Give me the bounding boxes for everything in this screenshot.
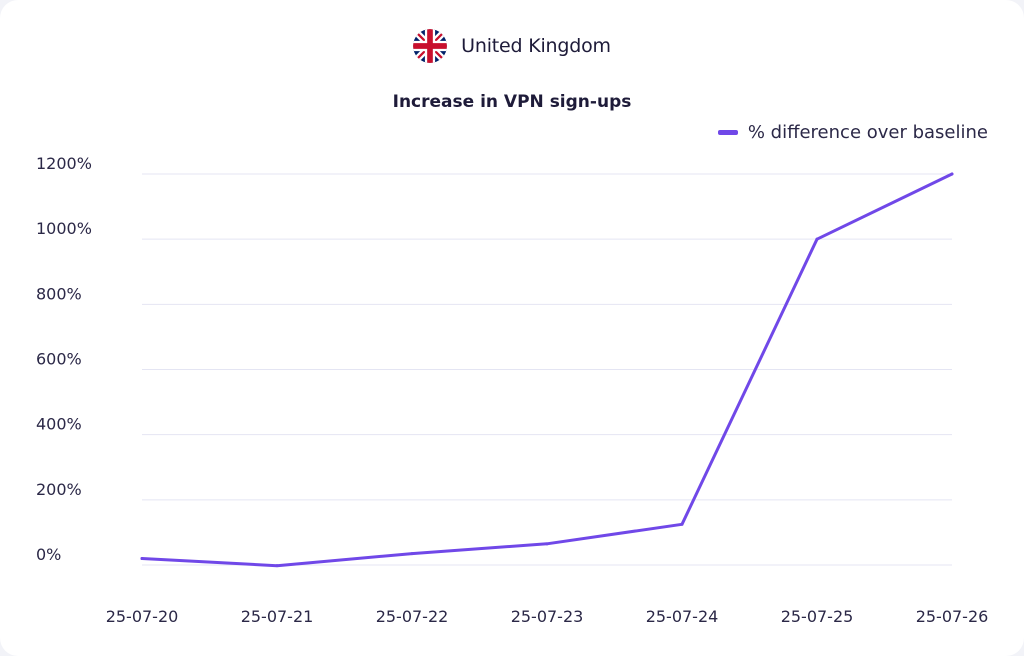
y-tick-label: 800% xyxy=(36,284,82,303)
country-name: United Kingdom xyxy=(461,35,611,57)
uk-flag-icon xyxy=(413,29,448,63)
y-tick-label: 400% xyxy=(36,415,82,434)
y-tick-label: 600% xyxy=(36,350,82,369)
x-axis-ticks: 25-07-20 25-07-21 25-07-22 25-07-23 25-07-24… xyxy=(106,607,989,626)
y-tick-label: 200% xyxy=(36,480,82,499)
y-tick-label: 1200% xyxy=(36,154,92,173)
x-tick-label: 25-07-20 xyxy=(106,607,179,626)
data-point xyxy=(680,522,684,526)
chart-title: Increase in VPN sign-ups xyxy=(392,92,632,112)
x-tick-label: 25-07-24 xyxy=(646,607,719,626)
data-point xyxy=(815,237,819,241)
y-tick-label: 1000% xyxy=(36,219,92,238)
x-tick-label: 25-07-22 xyxy=(376,607,449,626)
legend-swatch xyxy=(717,130,738,135)
data-point xyxy=(140,556,144,560)
x-tick-label: 25-07-21 xyxy=(241,607,314,626)
x-tick-label: 25-07-25 xyxy=(781,607,854,626)
series-layer xyxy=(140,172,954,568)
data-point xyxy=(950,172,954,176)
x-tick-label: 25-07-26 xyxy=(916,607,989,626)
data-point xyxy=(275,564,279,568)
legend-label: % difference over baseline xyxy=(747,122,988,143)
chart-legend: % difference over baseline xyxy=(717,122,988,143)
y-axis-ticks: 0% 200% 400% 600% 800% 1000% 1200% xyxy=(36,154,92,564)
data-point xyxy=(545,542,549,546)
y-tick-label: 0% xyxy=(36,545,61,564)
data-point xyxy=(410,552,414,556)
chart-header: United Kingdom xyxy=(0,28,1024,64)
x-tick-label: 25-07-23 xyxy=(511,607,584,626)
